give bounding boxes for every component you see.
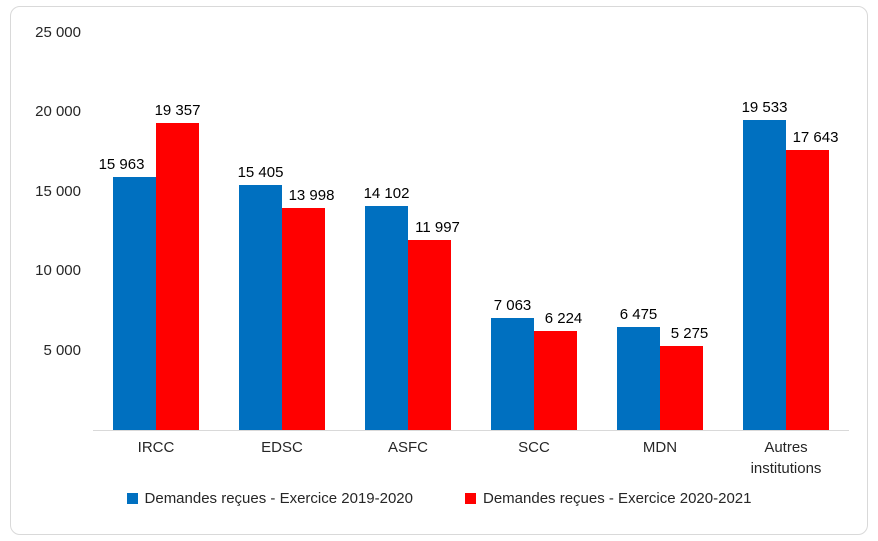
x-axis-label-edsc: EDSC [219,437,345,479]
x-axis-label-text: ASFC [387,439,428,456]
legend-item-exercice-2019-2020: Demandes reçues - Exercice 2019-2020 [126,490,413,507]
bar-value-label: 7 063 [493,296,532,314]
bar-edsc-series-0 [239,185,282,430]
x-axis-label-ircc: IRCC [93,437,219,479]
bar-column-edsc-series-0: 15 405 [237,164,284,430]
legend: Demandes reçues - Exercice 2019-2020 Dem… [11,490,867,507]
bar-column-scc-series-1: 6 224 [534,311,582,430]
bar-mdn-series-0 [617,327,660,430]
bar-group-scc: 7 063 6 224 [471,33,597,430]
bar-value-label: 11 997 [415,218,460,236]
bar-column-mdn-series-1: 5 275 [660,326,708,430]
bar-value-label: 15 963 [98,155,145,173]
bar-ircc-series-0 [113,176,156,430]
bar-value-label: 17 643 [792,128,839,146]
bar-scc-series-1 [534,331,577,430]
bar-asfc-series-1 [408,239,451,430]
y-axis-tick-5000: 5 000 [43,341,81,359]
bar-scc-series-0 [491,317,534,430]
bar-value-label: 6 475 [619,306,658,324]
bar-mdn-series-1 [660,346,703,430]
bar-autres-institutions-series-0 [743,119,786,430]
x-axis-label-text: SCC [518,439,550,456]
y-axis-tick-15000: 15 000 [35,182,81,200]
bar-column-mdn-series-0: 6 475 [617,307,660,430]
y-axis-tick-20000: 20 000 [35,103,81,121]
x-axis-label-text: MDN [642,439,678,456]
x-axis-label-text: IRCC [137,439,175,456]
legend-label-exercice-2020-2021: Demandes reçues - Exercice 2020-2021 [483,490,752,507]
bar-value-label: 15 405 [237,164,284,182]
bar-group-asfc: 14 102 11 997 [345,33,471,430]
legend-item-exercice-2020-2021: Demandes reçues - Exercice 2020-2021 [465,490,751,507]
plot-area: 15 963 19 357 15 405 13 998 14 102 11 997 7 06… [93,33,849,431]
bar-column-edsc-series-1: 13 998 [282,187,334,430]
bar-group-mdn: 6 475 5 275 [597,33,723,430]
bar-group-autres-institutions: 19 533 17 643 [723,33,849,430]
y-axis-tick-10000: 10 000 [35,262,81,280]
bar-value-label: 13 998 [288,186,335,204]
y-axis-tick-25000: 25 000 [35,24,81,41]
bar-column-autres-institutions-series-0: 19 533 [741,98,788,430]
x-axis: IRCC EDSC ASFC SCC MDN Autres institutions [93,437,849,479]
x-axis-label-text: EDSC [261,439,303,456]
x-axis-label-mdn: MDN [597,437,723,479]
bar-column-asfc-series-0: 14 102 [363,185,410,430]
bar-column-autres-institutions-series-1: 17 643 [786,129,838,430]
bar-value-label: 19 357 [154,101,201,119]
bar-edsc-series-1 [282,207,325,430]
bar-value-label: 14 102 [363,185,410,203]
chart-container: 25 000 20 000 15 000 10 000 5 000 15 963 19 3… [10,6,868,535]
bar-ircc-series-1 [156,122,199,430]
legend-label-exercice-2019-2020: Demandes reçues - Exercice 2019-2020 [144,490,413,507]
x-axis-label-asfc: ASFC [345,437,471,479]
bar-autres-institutions-series-1 [786,149,829,430]
legend-swatch-red [465,493,476,504]
x-axis-label-text: Autres institutions [750,439,822,477]
bar-asfc-series-0 [365,206,408,430]
x-axis-label-scc: SCC [471,437,597,479]
bar-value-label: 19 533 [741,98,788,116]
bar-group-ircc: 15 963 19 357 [93,33,219,430]
bar-column-ircc-series-1: 19 357 [154,101,201,430]
bar-column-ircc-series-0: 15 963 [99,156,156,430]
bar-column-scc-series-0: 7 063 [491,296,534,430]
bar-group-edsc: 15 405 13 998 [219,33,345,430]
x-axis-label-autres-institutions: Autres institutions [723,437,849,479]
legend-swatch-blue [126,493,138,504]
bar-value-label: 5 275 [670,325,709,343]
bar-value-label: 6 224 [544,310,583,328]
bar-column-asfc-series-1: 11 997 [408,219,460,430]
